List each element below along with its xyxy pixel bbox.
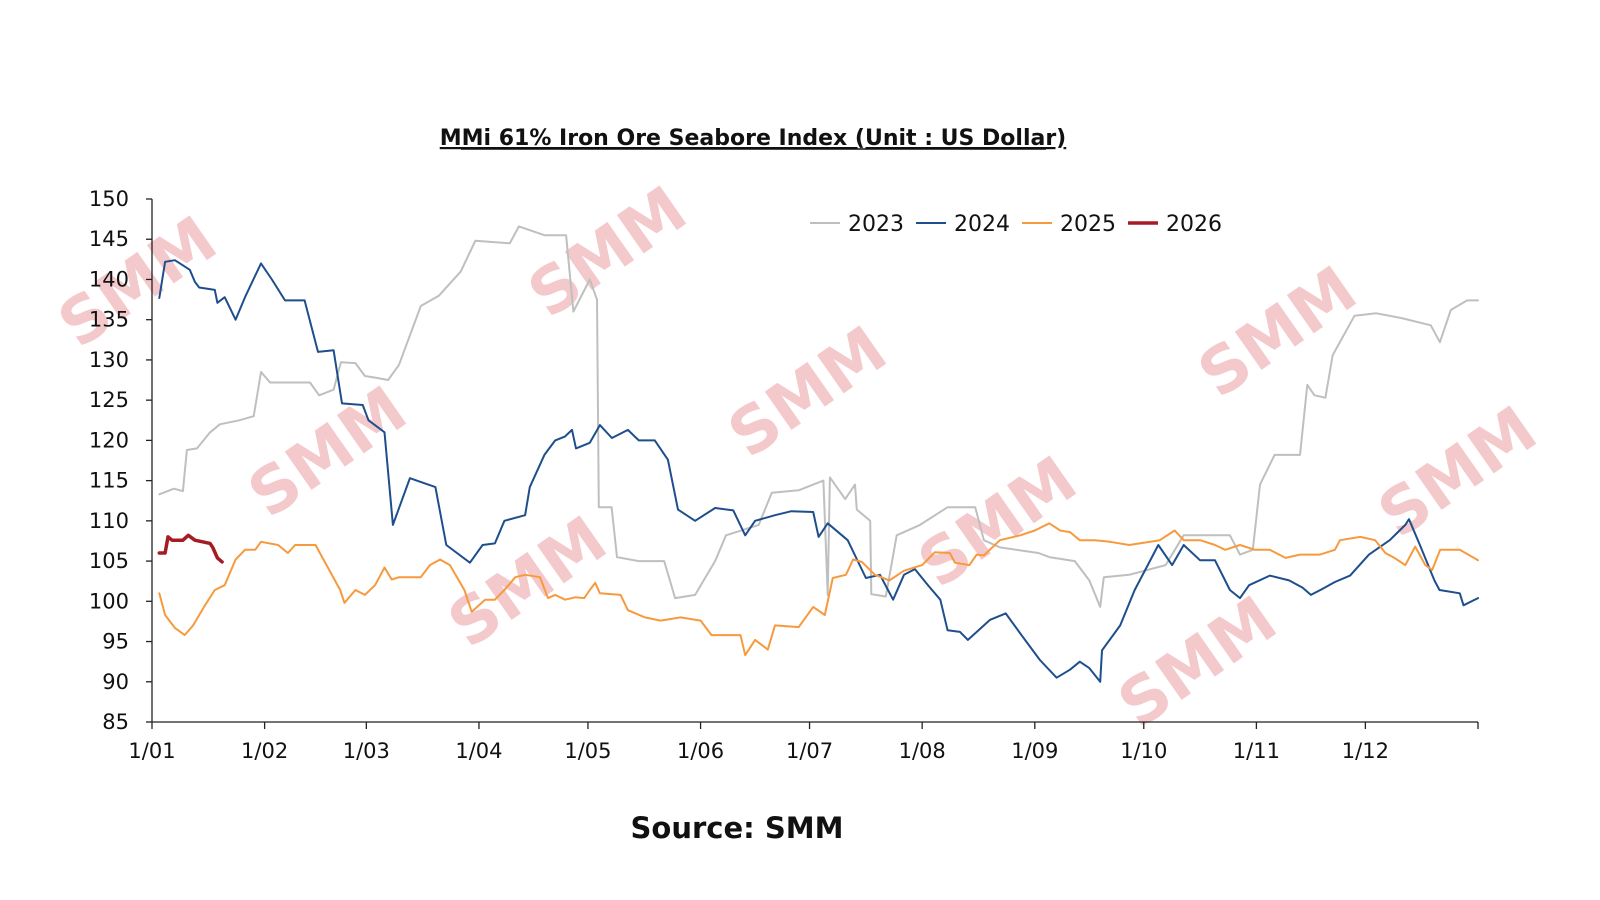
- y-tick-label: 95: [102, 630, 129, 654]
- series-line-2024: [158, 259, 1479, 683]
- y-tick-label: 135: [89, 308, 129, 332]
- series-line-2026: [157, 533, 224, 564]
- x-tick-label: 1/04: [455, 739, 502, 763]
- legend: 2023 2024 2025 2026: [810, 212, 1222, 237]
- axes: 85 90 95 100 105 110 115 120 125 130 135 140 145 150 1…: [89, 187, 1479, 763]
- watermark-logo: SMM: [46, 203, 231, 363]
- watermark-logo: SMM: [906, 443, 1091, 603]
- y-tick-label: 120: [89, 428, 129, 452]
- y-tick-label: 110: [89, 509, 129, 533]
- legend-label-2024: 2024: [954, 212, 1010, 237]
- source-label: Source: SMM: [631, 811, 844, 845]
- y-tick-label: 100: [89, 589, 129, 613]
- watermark-logo: SMM: [716, 313, 901, 473]
- y-tick-label: 145: [89, 227, 129, 251]
- x-tick-label: 1/02: [241, 739, 288, 763]
- legend-label-2025: 2025: [1060, 212, 1116, 237]
- y-tick-label: 105: [89, 549, 129, 573]
- x-tick-label: 1/05: [564, 739, 611, 763]
- series-line-2023: [158, 225, 1479, 608]
- watermark-logo: SMM: [516, 173, 701, 333]
- y-tick-label: 115: [89, 469, 129, 493]
- x-tick-label: 1/07: [786, 739, 833, 763]
- y-tick-label: 140: [89, 267, 129, 291]
- y-tick-label: 85: [102, 710, 129, 734]
- legend-label-2023: 2023: [848, 212, 904, 237]
- x-tick-label: 1/03: [343, 739, 390, 763]
- watermark-logo: SMM: [1186, 253, 1371, 413]
- watermark-logo: SMM: [236, 373, 421, 533]
- legend-label-2026: 2026: [1166, 212, 1222, 237]
- x-tick-label: 1/08: [899, 739, 946, 763]
- y-tick-label: 90: [102, 670, 129, 694]
- watermark-logo: SMM: [1366, 393, 1551, 553]
- y-tick-label: 130: [89, 348, 129, 372]
- x-tick-label: 1/11: [1233, 739, 1280, 763]
- x-tick-label: 1/06: [677, 739, 724, 763]
- chart-title: MMi 61% Iron Ore Seabore Index (Unit : U…: [440, 126, 1067, 151]
- x-tick-label: 1/01: [128, 739, 175, 763]
- watermark-logo: SMM: [436, 503, 621, 663]
- x-tick-label: 1/12: [1342, 739, 1389, 763]
- x-tick-label: 1/09: [1011, 739, 1058, 763]
- y-tick-label: 125: [89, 388, 129, 412]
- series-lines: [157, 225, 1479, 683]
- y-tick-label: 150: [89, 187, 129, 211]
- watermark-logo: SMM: [1106, 583, 1291, 743]
- x-tick-label: 1/10: [1120, 739, 1167, 763]
- series-line-2025: [158, 522, 1479, 657]
